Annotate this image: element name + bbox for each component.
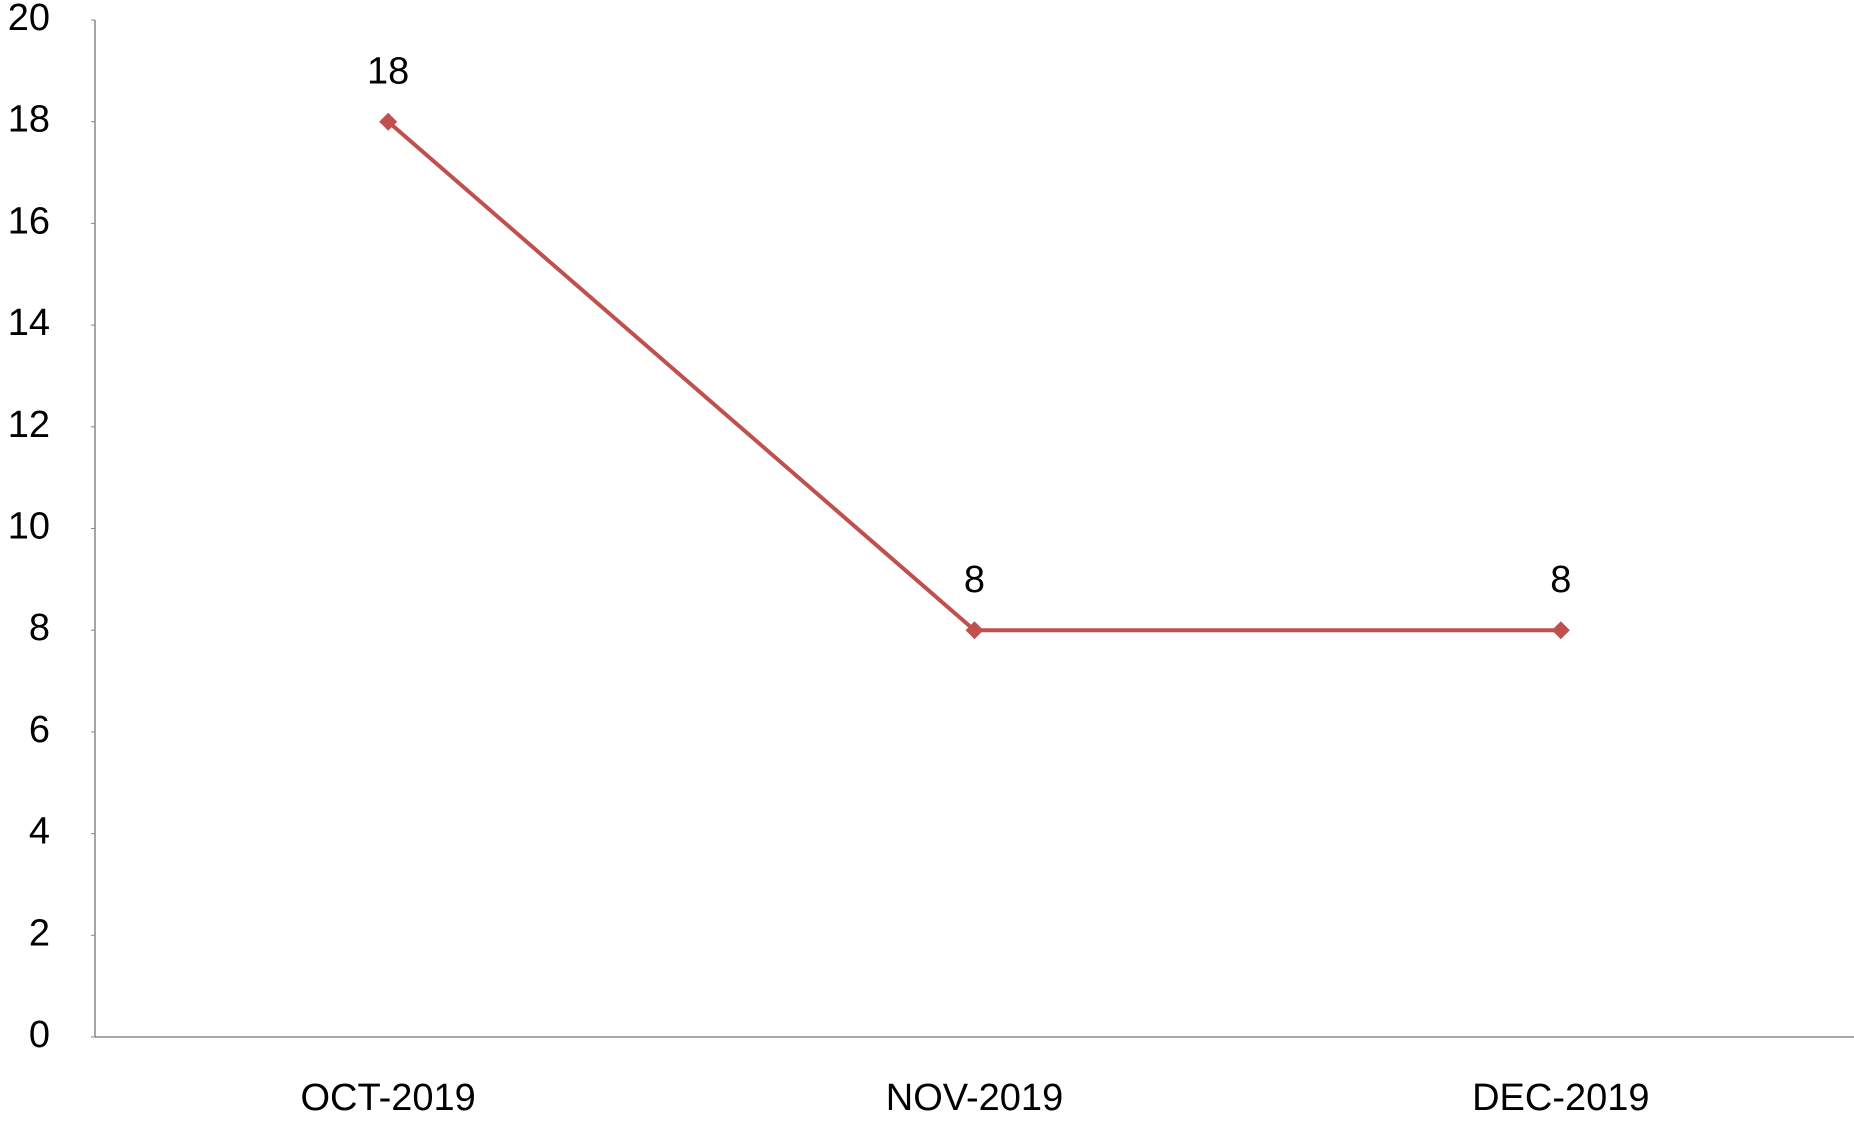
data-label: 8 (1550, 559, 1571, 601)
y-tick-label: 16 (8, 200, 50, 242)
y-tick-label: 14 (8, 302, 50, 344)
y-tick-label: 20 (8, 0, 50, 39)
data-label: 18 (367, 51, 409, 93)
y-tick-label: 8 (29, 607, 50, 649)
y-tick-label: 10 (8, 506, 50, 548)
x-tick-label: OCT-2019 (301, 1077, 476, 1119)
y-tick-label: 12 (8, 404, 50, 446)
x-tick-label: NOV-2019 (886, 1077, 1063, 1119)
marker (1551, 621, 1570, 640)
data-label: 8 (964, 559, 985, 601)
y-tick-label: 2 (29, 912, 50, 954)
y-tick-label: 0 (29, 1014, 50, 1056)
marker (965, 621, 984, 640)
y-tick-label: 18 (8, 99, 50, 141)
y-tick-label: 6 (29, 709, 50, 751)
x-tick-label: DEC-2019 (1472, 1077, 1649, 1119)
line (386, 120, 1561, 633)
marker (379, 112, 398, 131)
y-tick-label: 4 (29, 811, 50, 853)
